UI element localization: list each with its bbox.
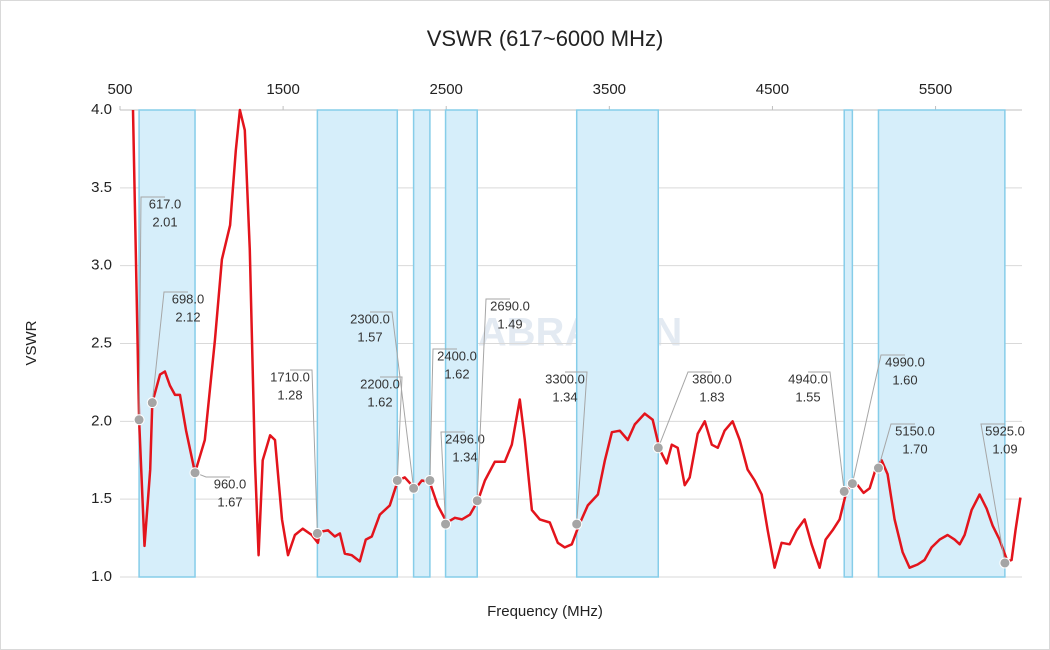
marker-value-label: 1.62 xyxy=(367,394,392,409)
marker xyxy=(838,485,850,497)
marker xyxy=(652,442,664,454)
frequency-band xyxy=(412,109,431,578)
marker xyxy=(571,518,583,530)
frequency-band xyxy=(316,109,399,578)
chart-title: VSWR (617~6000 MHz) xyxy=(427,26,664,51)
marker-x-label: 2496.0 xyxy=(445,431,485,446)
marker-x-label: 5925.0 xyxy=(985,423,1025,438)
y-tick-label: 2.0 xyxy=(91,412,112,429)
leader-line xyxy=(877,423,915,469)
marker-value-label: 1.09 xyxy=(992,441,1017,456)
y-tick-label: 3.0 xyxy=(91,257,112,274)
marker-x-label: 2300.0 xyxy=(350,311,390,326)
y-axis-label: VSWR xyxy=(23,320,40,365)
marker-value-label: 1.57 xyxy=(357,329,382,344)
leader-line xyxy=(290,369,318,534)
frequency-band xyxy=(138,109,196,578)
leader-line xyxy=(151,291,188,403)
marker-value-label: 1.55 xyxy=(795,389,820,404)
marker xyxy=(189,467,201,479)
leader-line xyxy=(380,376,403,481)
marker-value-label: 1.70 xyxy=(902,441,927,456)
marker xyxy=(391,474,403,486)
leader-line xyxy=(429,348,457,481)
marker-x-label: 4990.0 xyxy=(885,354,925,369)
marker xyxy=(424,474,436,486)
marker xyxy=(872,462,884,474)
marker-x-label: 5150.0 xyxy=(895,423,935,438)
leader-line xyxy=(808,371,845,492)
marker xyxy=(846,478,858,490)
marker xyxy=(440,518,452,530)
marker-x-label: 698.0 xyxy=(172,291,205,306)
x-axis-label: Frequency (MHz) xyxy=(487,603,603,620)
frequency-band xyxy=(575,109,660,578)
y-tick-label: 2.5 xyxy=(91,334,112,351)
x-tick-label: 2500 xyxy=(430,81,463,98)
marker-value-label: 1.60 xyxy=(892,372,917,387)
leader-line xyxy=(476,298,510,501)
x-tick-label: 1500 xyxy=(266,81,299,98)
marker xyxy=(146,397,158,409)
marker xyxy=(311,527,323,539)
frequency-band xyxy=(444,109,478,578)
marker-x-label: 2200.0 xyxy=(360,376,400,391)
y-tick-label: 3.5 xyxy=(91,179,112,196)
leader-line xyxy=(851,354,905,484)
marker xyxy=(408,482,420,494)
marker-x-label: 4940.0 xyxy=(788,371,828,386)
leader-line xyxy=(657,371,712,448)
leader-line xyxy=(980,423,1006,564)
y-tick-label: 4.0 xyxy=(91,101,112,118)
marker-x-label: 617.0 xyxy=(149,196,182,211)
leader-line xyxy=(138,196,165,420)
leader-line xyxy=(370,311,415,489)
marker-value-label: 2.01 xyxy=(152,214,177,229)
marker-value-label: 1.49 xyxy=(497,316,522,331)
marker-value-label: 2.12 xyxy=(175,309,200,324)
marker-x-label: 3800.0 xyxy=(692,371,732,386)
marker-value-label: 1.34 xyxy=(552,389,577,404)
leader-line xyxy=(440,431,465,525)
marker-value-label: 1.83 xyxy=(699,389,724,404)
leader-line xyxy=(565,371,588,525)
frequency-band xyxy=(843,109,854,578)
x-tick-label: 3500 xyxy=(593,81,626,98)
x-tick-label: 5500 xyxy=(919,81,952,98)
y-tick-label: 1.0 xyxy=(91,568,112,585)
marker-x-label: 2690.0 xyxy=(490,298,530,313)
marker-value-label: 1.62 xyxy=(444,366,469,381)
marker xyxy=(999,557,1011,569)
marker xyxy=(471,495,483,507)
marker-x-label: 1710.0 xyxy=(270,369,310,384)
marker xyxy=(133,414,145,426)
x-tick-label: 500 xyxy=(107,81,132,98)
marker-x-label: 2400.0 xyxy=(437,348,477,363)
frequency-band xyxy=(877,109,1006,578)
marker-value-label: 1.34 xyxy=(452,449,477,464)
marker-value-label: 1.28 xyxy=(277,387,302,402)
marker-value-label: 1.67 xyxy=(217,494,242,509)
y-tick-label: 1.5 xyxy=(91,490,112,507)
x-tick-label: 4500 xyxy=(756,81,789,98)
marker-x-label: 3300.0 xyxy=(545,371,585,386)
marker-x-label: 960.0 xyxy=(214,476,247,491)
